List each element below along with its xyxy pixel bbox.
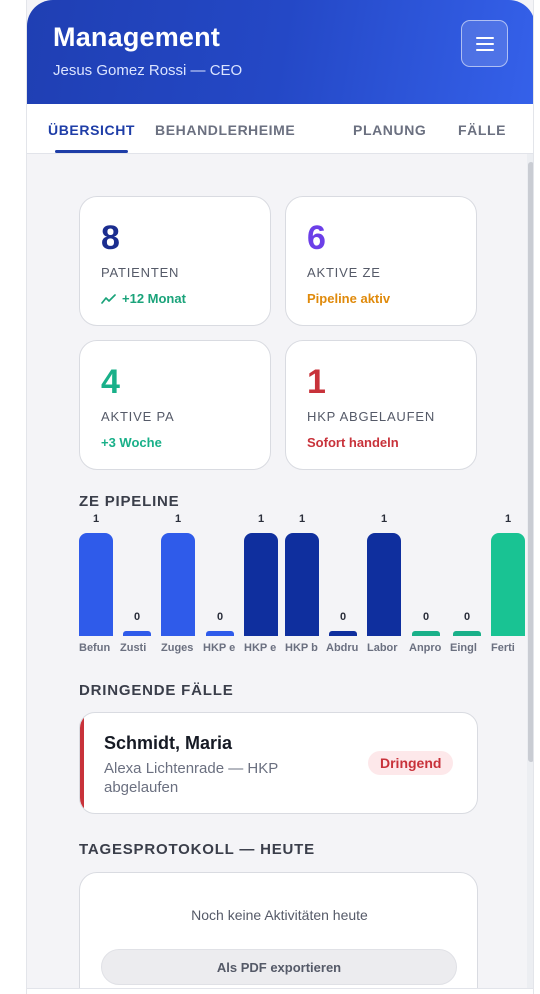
stat-card-hkp-abgelaufen[interactable]: 1 HKP ABGELAUFEN Sofort handeln: [285, 340, 477, 470]
bar-category-label: HKP e: [244, 642, 277, 654]
bar-value-label: 1: [380, 513, 388, 525]
pipeline-bar[interactable]: [453, 631, 481, 636]
pipeline-bar[interactable]: [412, 631, 440, 636]
header: Management Jesus Gomez Rossi — CEO: [27, 0, 533, 104]
stat-value: 4: [101, 363, 120, 401]
pipeline-chart: 1 Befun 0 Zusti 1 Zuges 0 HKP e 1 HKP e 1 HKP b 0 Abd…: [79, 510, 527, 660]
bar-category-label: Zusti: [120, 642, 147, 654]
tab-heime[interactable]: HEIME: [248, 122, 296, 138]
pipeline-bar[interactable]: [161, 533, 195, 636]
app-frame: Management Jesus Gomez Rossi — CEO ÜBERS…: [26, 0, 534, 994]
user-subtitle: Jesus Gomez Rossi — CEO: [53, 62, 243, 79]
hamburger-menu-icon: [475, 36, 494, 51]
bar-value-label: 1: [504, 513, 512, 525]
bar-value-label: 0: [422, 611, 430, 623]
tab-bar: ÜBERSICHT BEHANDLER HEIME PLANUNG FÄLLE: [27, 104, 533, 154]
trend-up-icon: [101, 293, 116, 304]
export-pdf-button[interactable]: Als PDF exportieren: [101, 949, 457, 985]
bar-value-label: 0: [133, 611, 141, 623]
scrollbar-thumb[interactable]: [528, 162, 533, 762]
pipeline-bar[interactable]: [285, 533, 319, 636]
bar-value-label: 1: [257, 513, 265, 525]
pipeline-bar[interactable]: [123, 631, 151, 636]
tab-behandler[interactable]: BEHANDLER: [155, 122, 249, 138]
pipeline-bar[interactable]: [79, 533, 113, 636]
stat-value: 1: [307, 363, 326, 401]
bar-category-label: Abdru: [326, 642, 359, 654]
stat-card-aktive-ze[interactable]: 6 AKTIVE ZE Pipeline aktiv: [285, 196, 477, 326]
urgent-badge: Dringend: [368, 751, 454, 775]
pipeline-bar[interactable]: [329, 631, 357, 636]
stat-value: 8: [101, 219, 120, 257]
urgent-title: DRINGENDE FÄLLE: [79, 682, 234, 699]
log-title: TAGESPROTOKOLL — HEUTE: [79, 841, 315, 858]
pipeline-bar[interactable]: [244, 533, 278, 636]
case-detail: Alexa Lichtenrade — HKP abgelaufen: [104, 760, 278, 796]
bar-value-label: 1: [298, 513, 306, 525]
stat-note: +3 Woche: [101, 435, 162, 450]
active-tab-indicator: [55, 150, 128, 153]
urgent-accent-bar: [80, 713, 84, 813]
stat-note-text: +12 Monat: [122, 291, 186, 306]
tab-uebersicht[interactable]: ÜBERSICHT: [48, 122, 136, 138]
tab-planung[interactable]: PLANUNG: [353, 122, 427, 138]
stat-label: PATIENTEN: [101, 265, 180, 280]
bar-value-label: 0: [463, 611, 471, 623]
urgent-case-card[interactable]: Schmidt, Maria Alexa Lichtenrade — HKP a…: [79, 712, 478, 814]
stat-note: Pipeline aktiv: [307, 291, 391, 306]
scrollbar[interactable]: [527, 154, 533, 994]
log-empty-text: Noch keine Aktivitäten heute: [191, 907, 368, 923]
page-title: Management: [53, 22, 221, 52]
stat-label: AKTIVE ZE: [307, 265, 381, 280]
pipeline-title: ZE PIPELINE: [79, 493, 180, 510]
stat-note: +12 Monat: [101, 291, 186, 306]
bar-category-label: HKP b: [285, 642, 318, 654]
bar-category-label: Anpro: [409, 642, 442, 654]
bar-category-label: Eingl: [450, 642, 477, 654]
bar-category-label: Zuges: [161, 642, 194, 654]
bar-category-label: Ferti: [491, 642, 515, 654]
stat-note: Sofort handeln: [307, 435, 399, 450]
stat-card-aktive-pa[interactable]: 4 AKTIVE PA +3 Woche: [79, 340, 271, 470]
tab-faelle[interactable]: FÄLLE: [458, 122, 507, 138]
pipeline-bar[interactable]: [206, 631, 234, 636]
bar-value-label: 1: [92, 513, 100, 525]
stat-label: AKTIVE PA: [101, 409, 175, 424]
bar-category-label: HKP e: [203, 642, 236, 654]
pipeline-bar[interactable]: [491, 533, 525, 636]
menu-button[interactable]: [461, 20, 508, 67]
stat-card-patienten[interactable]: 8 PATIENTEN +12 Monat: [79, 196, 271, 326]
bar-value-label: 0: [216, 611, 224, 623]
bar-category-label: Labor: [367, 642, 398, 654]
bar-value-label: 0: [339, 611, 347, 623]
bar-value-label: 1: [174, 513, 182, 525]
bar-category-label: Befun: [79, 642, 111, 654]
bottom-bar: [27, 988, 533, 994]
stat-value: 6: [307, 219, 326, 257]
stat-label: HKP ABGELAUFEN: [307, 409, 436, 424]
pipeline-bar[interactable]: [367, 533, 401, 636]
daily-log-card: Noch keine Aktivitäten heute Als PDF exp…: [79, 872, 478, 994]
case-patient-name: Schmidt, Maria: [104, 733, 233, 753]
